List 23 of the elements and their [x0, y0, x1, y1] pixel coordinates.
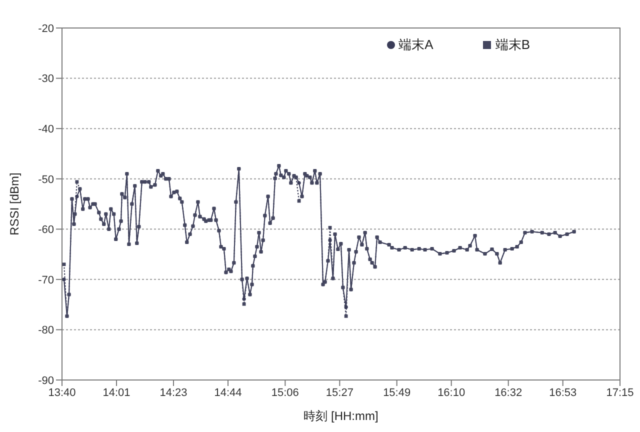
- y-tick-label: -70: [38, 274, 54, 286]
- x-tick-label: 15:06: [271, 386, 299, 399]
- x-axis-title: 時刻 [HH:mm]: [304, 409, 378, 423]
- x-tick-label: 13:40: [48, 386, 76, 399]
- x-tick-label: 17:15: [606, 386, 634, 399]
- y-tick-label: -90: [38, 374, 54, 387]
- x-tick-label: 14:01: [102, 386, 130, 399]
- y-tick-label: -50: [38, 174, 54, 186]
- x-tick-label: 16:32: [494, 386, 522, 399]
- legend-label: 端末B: [495, 37, 530, 52]
- legend-label: 端末A: [398, 37, 434, 52]
- x-tick-label: 14:23: [160, 386, 188, 399]
- y-tick-label: -30: [38, 73, 54, 86]
- y-tick-label: -60: [38, 224, 54, 236]
- y-tick-label: -80: [38, 324, 54, 337]
- x-tick-label: 15:49: [383, 386, 411, 399]
- x-tick-label: 15:27: [326, 386, 354, 399]
- x-tick-label: 16:53: [549, 386, 577, 399]
- y-tick-label: -40: [38, 123, 54, 136]
- y-axis-title: RSSI [dBm]: [7, 172, 22, 236]
- x-tick-label: 14:44: [214, 386, 242, 399]
- y-tick-label: -20: [38, 22, 54, 35]
- x-tick-label: 16:10: [438, 386, 466, 399]
